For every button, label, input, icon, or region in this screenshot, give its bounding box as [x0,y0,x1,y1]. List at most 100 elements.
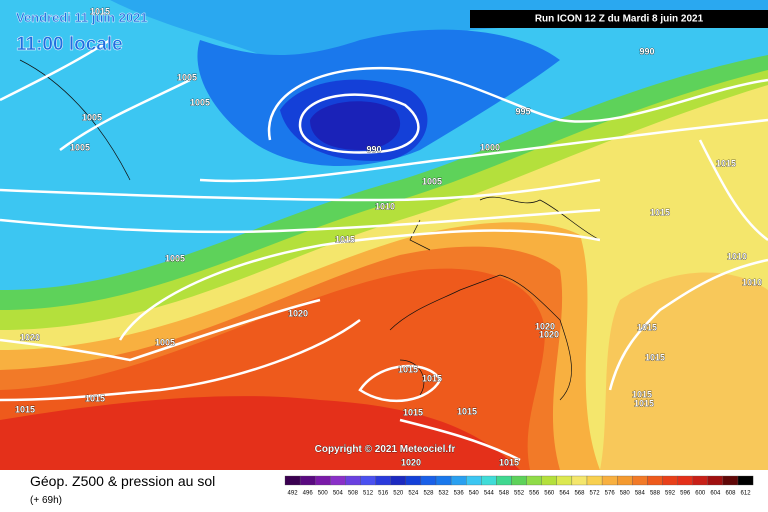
isobar-label: 1015 [499,457,519,467]
isobar-label: 990 [639,46,654,56]
legend-swatch [601,475,618,486]
legend-label: 592 [665,491,676,497]
lead-time: (+ 69h) [30,495,62,506]
legend-label: 500 [318,491,329,497]
legend-swatch [481,475,497,486]
legend-swatch [511,475,527,486]
isobar-label: 1015 [650,207,670,217]
isobar-label: 1015 [90,6,110,16]
legend-swatch [586,475,603,486]
legend-label: 600 [695,491,706,497]
legend-swatch [360,475,376,486]
legend-swatch [692,475,708,486]
isobar-label: 1010 [727,251,747,261]
legend-label: 584 [635,491,646,497]
isobars [0,38,768,462]
legend-swatch [617,475,633,486]
isobar-label: 1010 [375,201,395,211]
legend-label: 504 [333,491,344,497]
isobar-label: 1015 [85,393,105,403]
legend-swatch [450,475,467,486]
isobar-label: 1000 [480,142,500,152]
legend-label: 552 [514,491,525,497]
legend-label: 516 [378,491,389,497]
legend-swatch [466,475,482,486]
legend-swatch [284,475,301,486]
isobar-label: 1015 [457,406,477,416]
isobar-label: 995 [515,106,530,116]
isobar-label: 1015 [422,373,442,383]
isobar-label: 1010 [742,277,762,287]
legend-swatch [632,475,648,486]
legend-swatch [496,475,512,486]
legend-swatch [405,475,422,486]
isobar-label: 1020 [539,329,559,339]
legend-label: 560 [544,491,555,497]
isobar-label: 1020 [401,457,421,467]
legend-swatch [571,475,588,486]
legend-label: 572 [590,491,601,497]
geopotential-field [0,0,768,470]
isobar-label: 1015 [634,398,654,408]
isobar-label: 1015 [15,404,35,414]
legend-swatch [556,475,573,486]
isobar-label: 1005 [82,112,102,122]
isobar-label: 1005 [422,176,442,186]
isobar-label: 1005 [155,337,175,347]
isobar-label: 1020 [535,321,555,331]
legend-swatch [526,475,542,486]
isobar-label: 1015 [716,158,736,168]
legend-swatch [707,475,724,486]
isobar-label: 1020 [20,332,40,342]
legend-label: 532 [439,491,450,497]
color-legend: 492 496 500 504 508 512 516 520 524 528 532 536 540 5… [284,475,754,497]
coastlines [19,59,601,401]
legend-label: 536 [454,491,465,497]
isobar-label: 1015 [637,322,657,332]
legend-swatch [299,475,316,486]
legend-label: 548 [499,491,510,497]
legend-swatch [345,475,361,486]
legend-swatch [677,475,693,486]
legend-label: 612 [741,491,752,497]
legend-label: 576 [605,491,616,497]
legend-swatch [435,475,452,486]
legend-swatch [420,475,437,486]
isobar-label: 1005 [165,253,185,263]
legend-label: 512 [363,491,374,497]
legend-label: 528 [423,491,434,497]
legend-swatch [722,475,739,486]
legend-swatch [737,475,754,486]
legend-label: 568 [574,491,585,497]
legend-label: 544 [484,491,495,497]
legend-swatch [315,475,331,486]
legend-swatch [390,475,406,486]
isobar-label: 1015 [335,234,355,244]
isobar-label: 1015 [645,352,665,362]
legend-swatch [647,475,663,486]
run-box [470,10,768,28]
isobar-label: 1015 [632,389,652,399]
legend-label: 520 [393,491,404,497]
legend-swatch [662,475,678,486]
legend-label: 508 [348,491,359,497]
legend-label: 540 [469,491,480,497]
legend-swatch [375,475,391,486]
isobar-labels: 1015 1005 1005 1005 1005 990 995 990 1000 1005 101… [15,6,763,468]
isobar-label: 990 [366,144,381,154]
local-time: 11:00 locale [16,34,123,55]
legend-label: 588 [650,491,661,497]
legend-label: 524 [408,491,419,497]
copyright: Copyright © 2021 Meteociel.fr [315,444,456,455]
legend-label: 496 [303,491,314,497]
legend-label: 608 [725,491,736,497]
legend-label: 556 [529,491,540,497]
legend-label: 580 [620,491,631,497]
isobar-label: 1005 [177,72,197,82]
legend-swatch [541,475,557,486]
legend-label: 564 [559,491,570,497]
isobar-label: 1005 [190,97,210,107]
run-info: Run ICON 12 Z du Mardi 8 juin 2021 [535,14,704,25]
legend-label: 596 [680,491,691,497]
